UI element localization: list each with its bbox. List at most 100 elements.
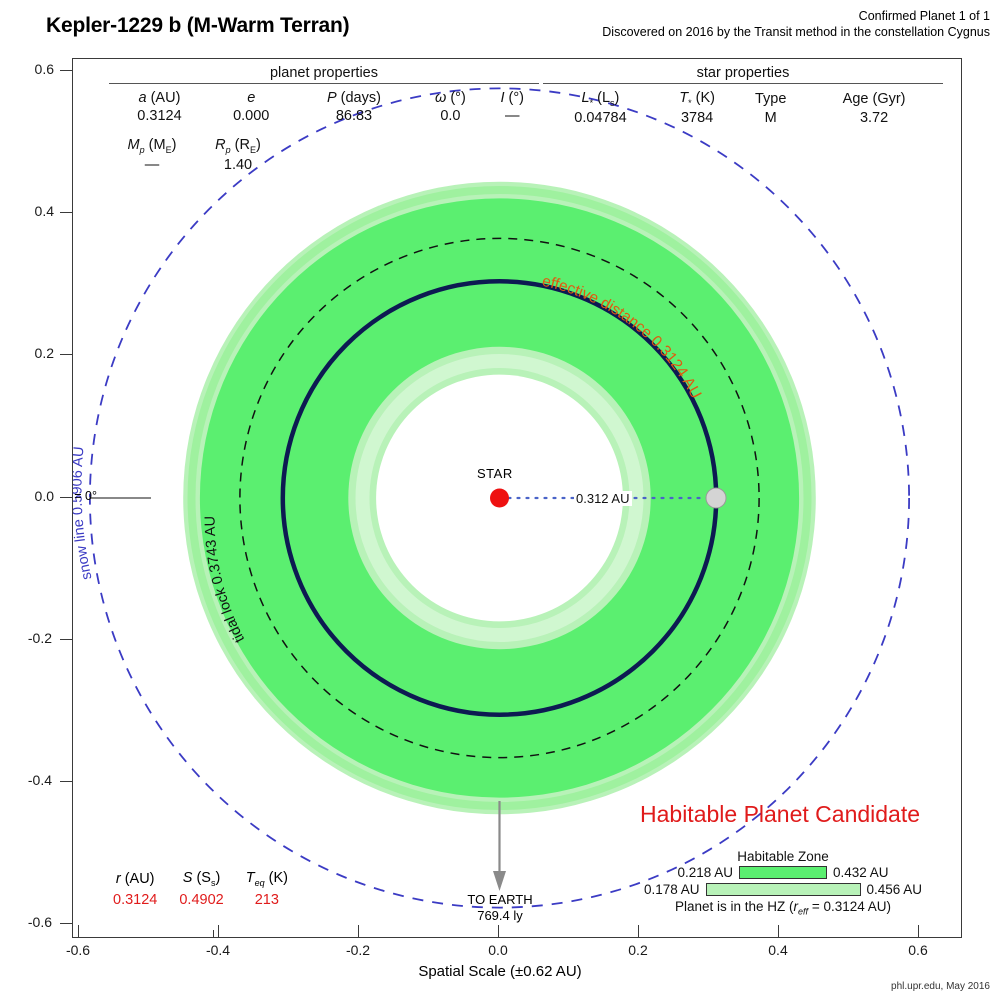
ytick-0 (60, 70, 72, 71)
ytick-3 (60, 497, 72, 498)
confirmed-count: Confirmed Planet 1 of 1 (858, 9, 990, 23)
ytick-label-5: -0.4 (27, 772, 52, 788)
hz-optimistic-swatch (705, 883, 861, 896)
to-earth-arrow-head (493, 871, 506, 891)
star-properties-table: star properties L* (Ls) T* (K) Type Age … (543, 65, 943, 127)
hz-conservative-swatch (739, 866, 827, 879)
hz-legend: Habitable Zone 0.218 AU 0.432 AU 0.178 A… (613, 849, 953, 917)
footer-credit: phl.upr.edu, May 2016 (891, 981, 990, 992)
planet-value-omega: 0.0 (440, 108, 461, 124)
xtick-label-2: -0.2 (345, 942, 371, 958)
header-meta: Confirmed Planet 1 of 1 Discovered on 20… (602, 8, 990, 40)
to-earth-label: TO EARTH (467, 892, 533, 907)
xtick-minor-1 (213, 930, 214, 938)
ytick-4 (60, 639, 72, 640)
star-header-type: Type (755, 90, 787, 107)
ytick-5 (60, 781, 72, 782)
x-axis-label: Spatial Scale (±0.62 AU) (418, 963, 582, 980)
planet-header-i: I (°) (500, 90, 524, 106)
planet-value-i: — (504, 108, 520, 124)
xtick-1 (218, 925, 219, 938)
xtick-0 (78, 925, 79, 938)
hz-legend-title: Habitable Zone (737, 849, 829, 864)
planet-value-row-1: 0.3124 0.000 86.83 0.0 — (109, 107, 539, 125)
tidal-lock-circle (239, 237, 760, 759)
derived-header-teq: Teq (K) (245, 870, 288, 888)
planet-header-mass: Mp (ME) (127, 137, 177, 155)
orbit-diagram: effective distance 0.3124 AU tidal lock … (73, 87, 911, 909)
star-header-row: L* (Ls) T* (K) Type Age (Gyr) (543, 87, 943, 109)
star-value-age: 3.72 (859, 109, 889, 126)
planet-value-e: 0.000 (233, 108, 270, 124)
plot-frame: effective distance 0.3124 AU tidal lock … (72, 58, 962, 938)
planet-value-row-2: — 1.40 (109, 156, 539, 174)
ytick-6 (60, 923, 72, 924)
to-earth-block: TO EARTH 769.4 ly (400, 892, 600, 924)
hz-optimistic-row: 0.178 AU 0.456 AU (613, 882, 953, 897)
derived-value-teq: 213 (254, 891, 279, 908)
hz-note: Planet is in the HZ (reff = 0.3124 AU) (675, 899, 891, 917)
xtick-3 (498, 925, 499, 938)
planet-header-omega: ω (°) (435, 90, 466, 106)
planet-header-row-1: a (AU) e P (days) ω (°) I (°) (109, 87, 539, 107)
xtick-4 (638, 925, 639, 938)
planet-value-radius: 1.40 (223, 156, 253, 173)
page-title: Kepler-1229 b (M-Warm Terran) (46, 14, 350, 37)
xtick-label-1: -0.4 (205, 942, 231, 958)
hz-conservative-row: 0.218 AU 0.432 AU (613, 865, 953, 880)
star-label: STAR (477, 466, 513, 481)
hz-conservative-inner-label: 0.218 AU (677, 865, 733, 880)
ytick-2 (60, 354, 72, 355)
derived-value-r: 0.3124 (113, 891, 158, 908)
star-header-temperature: T* (K) (679, 90, 715, 108)
xtick-label-5: 0.4 (768, 942, 788, 958)
planet-value-p: 86.83 (335, 108, 373, 124)
planet-value-mass: — (144, 156, 160, 173)
derived-value-s: 0.4902 (179, 891, 224, 908)
discovery-info: Discovered on 2016 by the Transit method… (602, 25, 990, 39)
snow-line-label: snow line 0.5906 AU (73, 446, 96, 581)
star-table-rule (543, 83, 943, 84)
planet-properties-caption: planet properties (269, 65, 378, 81)
hz-optimistic-inner-label: 0.178 AU (643, 882, 700, 897)
derived-header-r: r (AU) (115, 870, 155, 887)
ytick-1 (60, 212, 72, 213)
xtick-label-6: 0.6 (908, 942, 928, 958)
ytick-label-4: -0.2 (27, 630, 52, 646)
star-header-age: Age (Gyr) (842, 90, 906, 107)
planet-header-e: e (247, 90, 256, 106)
planet-header-row-2: Mp (ME) Rp (RE) (109, 134, 539, 156)
ytick-label-3: 0.0 (34, 488, 54, 504)
plot-area: effective distance 0.3124 AU tidal lock … (73, 59, 961, 937)
xtick-label-3: 0.0 (488, 942, 508, 958)
derived-header-row: r (AU) S (Ss) Teq (K) (103, 869, 298, 889)
planet-value-a: 0.3124 (137, 108, 182, 124)
derived-properties-table: r (AU) S (Ss) Teq (K) 0.3124 0.4902 213 (101, 867, 300, 911)
star-value-temperature: 3784 (680, 109, 714, 126)
xtick-5 (778, 925, 779, 938)
star-header-luminosity: L* (Ls) (581, 90, 620, 108)
derived-value-row: 0.3124 0.4902 213 (103, 891, 298, 909)
planet-marker[interactable] (705, 487, 727, 509)
planet-header-p: P (days) (326, 90, 381, 106)
xtick-label-0: -0.6 (65, 942, 91, 958)
star-value-type: M (764, 109, 777, 126)
xtick-label-4: 0.2 (628, 942, 648, 958)
xtick-6 (918, 925, 919, 938)
planet-header-a: a (AU) (138, 90, 181, 106)
star-value-luminosity: 0.04784 (574, 109, 627, 126)
planet-header-radius: Rp (RE) (215, 137, 261, 155)
habitable-candidate-label: Habitable Planet Candidate (640, 801, 921, 827)
planet-properties-table: planet properties a (AU) e P (days) ω (°… (109, 65, 539, 174)
hz-conservative-outer-label: 0.432 AU (833, 865, 889, 880)
to-earth-distance: 769.4 ly (477, 908, 523, 923)
ytick-label-2: 0.2 (34, 345, 54, 361)
distance-label: 0.312 AU (574, 491, 632, 506)
planet-table-rule (109, 83, 539, 84)
ytick-label-6: -0.6 (27, 914, 52, 930)
omega-label: ω = 0° (73, 489, 97, 503)
star-value-row: 0.04784 3784 M 3.72 (543, 109, 943, 127)
star-properties-caption: star properties (696, 65, 790, 81)
star-marker[interactable] (490, 488, 509, 508)
derived-header-s: S (Ss) (182, 870, 221, 888)
